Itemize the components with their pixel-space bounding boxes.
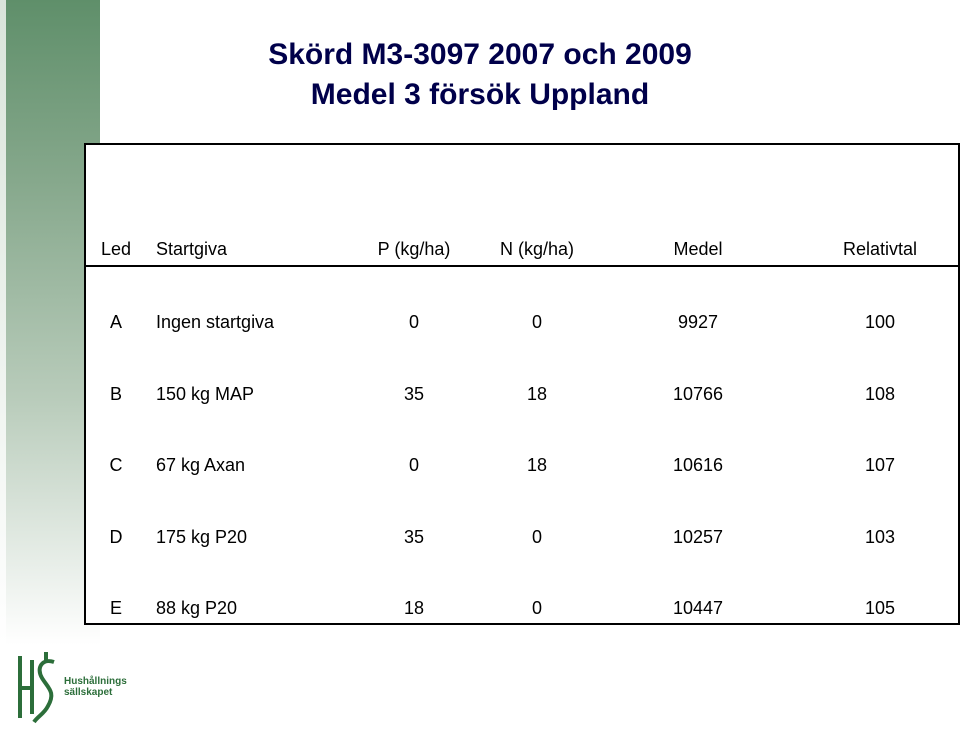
header-n: N (kg/ha) <box>499 239 575 259</box>
header-p: P (kg/ha) <box>377 239 451 259</box>
side-band-edge <box>0 0 6 645</box>
header-relativtal: Relativtal <box>842 239 918 259</box>
cell-p: 18 <box>403 598 425 618</box>
logo-wordmark: Hushållnings sällskapet <box>64 676 127 698</box>
cell-relativtal: 107 <box>864 455 896 475</box>
cell-p: 35 <box>403 527 425 547</box>
header-medel: Medel <box>673 239 723 259</box>
cell-p: 0 <box>408 312 419 332</box>
decorative-side-band <box>0 0 100 645</box>
cell-relativtal: 108 <box>864 384 896 404</box>
cell-medel: 10766 <box>672 384 724 404</box>
cell-startgiva: Ingen startgiva <box>156 312 275 332</box>
cell-led: E <box>109 598 122 618</box>
cell-medel: 10616 <box>672 455 724 475</box>
cell-led: B <box>109 384 122 404</box>
results-table: Led Startgiva P (kg/ha) N (kg/ha) Medel … <box>84 143 960 625</box>
cell-medel: 9927 <box>677 312 719 332</box>
cell-n: 0 <box>531 527 542 547</box>
cell-startgiva: 67 kg Axan <box>156 455 246 475</box>
cell-p: 0 <box>408 455 419 475</box>
cell-medel: 10447 <box>672 598 724 618</box>
logo-line-2: sällskapet <box>64 687 113 698</box>
cell-n: 0 <box>531 598 542 618</box>
header-startgiva: Startgiva <box>156 239 228 259</box>
hushallningssallskapet-logo: Hushållnings sällskapet <box>8 648 148 728</box>
cell-relativtal: 103 <box>864 527 896 547</box>
cell-startgiva: 150 kg MAP <box>156 384 255 404</box>
header-led: Led <box>100 239 132 259</box>
cell-medel: 10257 <box>672 527 724 547</box>
cell-startgiva: 88 kg P20 <box>156 598 238 618</box>
cell-n: 18 <box>526 384 548 404</box>
cell-n: 0 <box>531 312 542 332</box>
hs-logo-icon <box>18 652 55 724</box>
cell-led: C <box>109 455 123 475</box>
cell-n: 18 <box>526 455 548 475</box>
page-subtitle: Medel 3 försök Uppland <box>310 78 650 111</box>
header-divider <box>86 265 958 267</box>
cell-startgiva: 175 kg P20 <box>156 527 248 547</box>
cell-relativtal: 105 <box>864 598 896 618</box>
cell-led: D <box>109 527 123 547</box>
cell-relativtal: 100 <box>864 312 896 332</box>
cell-led: A <box>109 312 122 332</box>
logo-line-1: Hushållnings <box>64 676 127 687</box>
page-title: Skörd M3-3097 2007 och 2009 <box>268 38 692 71</box>
cell-p: 35 <box>403 384 425 404</box>
